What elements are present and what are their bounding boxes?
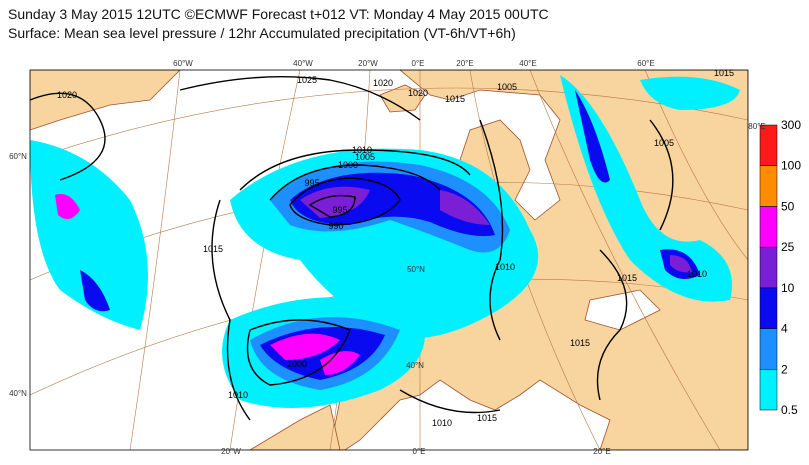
title-line-1: Sunday 3 May 2015 12UTC ©ECMWF Forecast … bbox=[8, 6, 549, 22]
isobar-label: 1020 bbox=[57, 90, 77, 100]
colorbar: 0.5 2 4 10 25 50 100 300 bbox=[759, 118, 801, 417]
colorbar-label: 50 bbox=[781, 199, 795, 213]
isobar-label: 1015 bbox=[445, 94, 465, 104]
isobar-label: 1010 bbox=[687, 269, 707, 279]
colorbar-swatch bbox=[759, 124, 778, 166]
graticule-label: 20°W bbox=[358, 59, 378, 68]
graticule-label: 20°E bbox=[593, 447, 610, 456]
isobar-label: 1025 bbox=[297, 75, 317, 85]
colorbar-swatch bbox=[759, 165, 778, 207]
isobar-label: 1005 bbox=[355, 152, 375, 162]
isobar-label: 1015 bbox=[203, 244, 223, 254]
graticule-label: 40°N bbox=[9, 389, 27, 398]
graticule-label: 20°W bbox=[221, 447, 241, 456]
isobars bbox=[30, 75, 674, 421]
graticule-label: 60°N bbox=[9, 152, 27, 161]
colorbar-label: 2 bbox=[781, 362, 788, 376]
graticule-label: 0°E bbox=[412, 59, 425, 68]
isobar-label: 1005 bbox=[497, 82, 517, 92]
isobar-label: 995 bbox=[304, 178, 319, 188]
graticule-label: 50°N bbox=[407, 265, 425, 274]
colorbar-swatch bbox=[759, 206, 778, 248]
map bbox=[30, 70, 748, 450]
colorbar-label: 25 bbox=[781, 240, 795, 254]
colorbar-swatch bbox=[759, 328, 778, 370]
graticule-label: 60°E bbox=[637, 59, 654, 68]
graticule-label: 0°E bbox=[413, 447, 426, 456]
colorbar-label: 4 bbox=[781, 322, 788, 336]
isobar-label: 1015 bbox=[477, 413, 497, 423]
graticule-label: 60°W bbox=[173, 59, 193, 68]
title-line-2: Surface: Mean sea level pressure / 12hr … bbox=[8, 25, 516, 41]
isobar-label: 1020 bbox=[373, 78, 393, 88]
colorbar-label: 10 bbox=[781, 281, 795, 295]
colorbar-label: 0.5 bbox=[781, 403, 798, 417]
isobar-label: 1015 bbox=[714, 68, 734, 78]
precipitation bbox=[30, 75, 740, 408]
isobar-label: 1020 bbox=[408, 88, 428, 98]
isobar-label: 1005 bbox=[654, 138, 674, 148]
isobar-label: 1015 bbox=[570, 338, 590, 348]
graticule-label: 40°N bbox=[406, 361, 424, 370]
colorbar-swatch bbox=[759, 246, 778, 289]
colorbar-swatch bbox=[759, 369, 778, 411]
graticule-label: 20°E bbox=[456, 59, 473, 68]
colorbar-swatch bbox=[759, 287, 778, 329]
colorbar-label: 300 bbox=[781, 118, 801, 132]
isobar-label: 995 bbox=[332, 205, 347, 215]
isobar-label: 1010 bbox=[432, 418, 452, 428]
isobar-label: 1000 bbox=[338, 160, 358, 170]
isobar-label: 990 bbox=[328, 221, 343, 231]
graticule-label: 40°E bbox=[519, 59, 536, 68]
isobar-label: 1000 bbox=[287, 359, 307, 369]
isobar-label: 1010 bbox=[495, 262, 515, 272]
isobar-label: 1015 bbox=[617, 273, 637, 283]
graticule-label: 40°W bbox=[293, 59, 313, 68]
isobar-label: 1010 bbox=[228, 390, 248, 400]
colorbar-label: 100 bbox=[781, 159, 801, 173]
graticule-label: 80°E bbox=[748, 122, 765, 131]
map-frame bbox=[29, 69, 749, 451]
isobar-label: 1010 bbox=[352, 145, 372, 155]
